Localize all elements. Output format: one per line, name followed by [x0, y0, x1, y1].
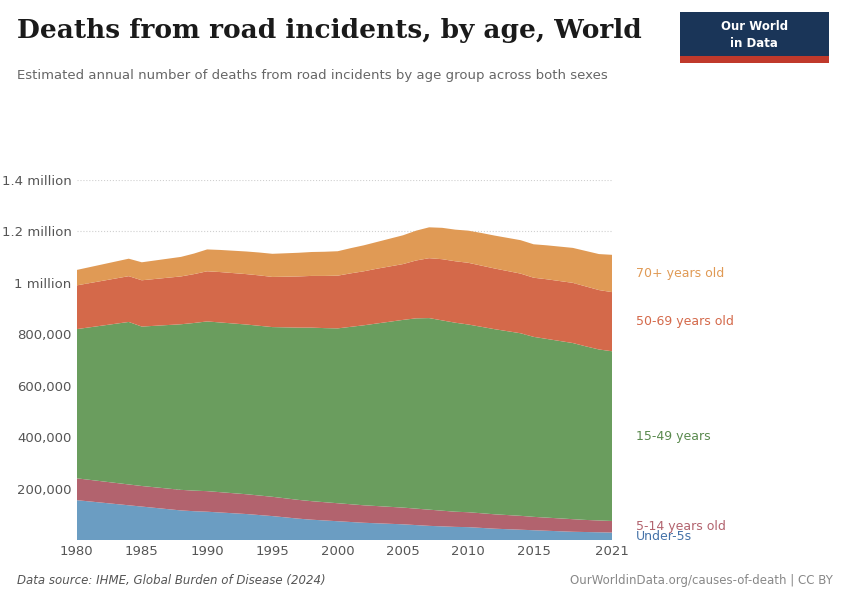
Text: 15-49 years: 15-49 years [636, 430, 710, 443]
Text: Our World: Our World [721, 20, 788, 33]
Text: Estimated annual number of deaths from road incidents by age group across both s: Estimated annual number of deaths from r… [17, 69, 608, 82]
Text: 50-69 years old: 50-69 years old [636, 315, 734, 328]
Text: Under-5s: Under-5s [636, 530, 692, 543]
Text: 5-14 years old: 5-14 years old [636, 520, 725, 533]
Text: in Data: in Data [730, 37, 779, 50]
Text: Data source: IHME, Global Burden of Disease (2024): Data source: IHME, Global Burden of Dise… [17, 574, 326, 587]
Text: OurWorldinData.org/causes-of-death | CC BY: OurWorldinData.org/causes-of-death | CC … [570, 574, 833, 587]
Text: Deaths from road incidents, by age, World: Deaths from road incidents, by age, Worl… [17, 18, 642, 43]
Text: 70+ years old: 70+ years old [636, 267, 723, 280]
